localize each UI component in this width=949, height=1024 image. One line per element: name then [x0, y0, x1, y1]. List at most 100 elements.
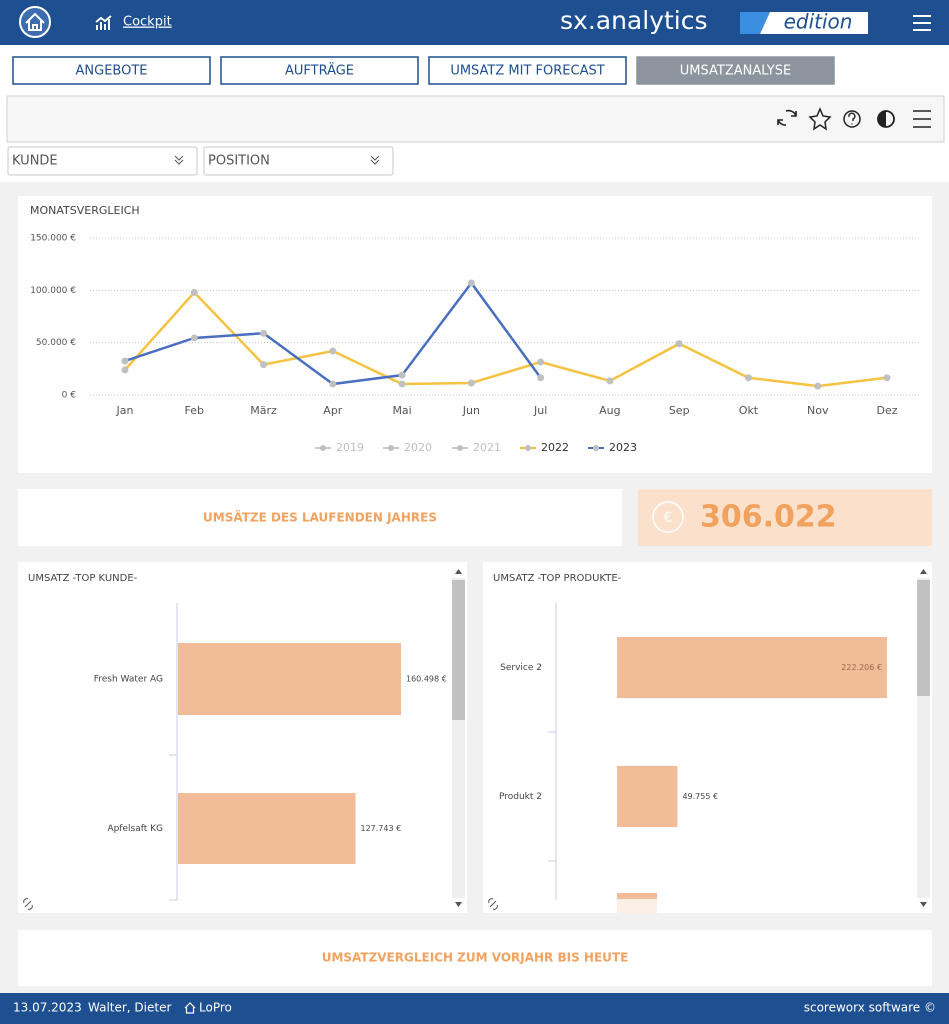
- x-tick-label: Jun: [462, 404, 480, 417]
- data-point: [121, 357, 129, 365]
- toolbar: [6, 95, 945, 143]
- footer-date: 13.07.2023: [13, 1001, 82, 1015]
- link-icon[interactable]: [488, 898, 498, 910]
- category-label: Fresh Water AG: [94, 675, 163, 685]
- data-point: [329, 347, 337, 355]
- data-point: [260, 329, 268, 337]
- contrast-icon: [878, 111, 886, 127]
- tab[interactable]: [12, 56, 211, 85]
- data-point: [675, 340, 683, 348]
- kpi-value-card: [638, 489, 932, 546]
- help-button[interactable]: [843, 110, 861, 128]
- data-point: [329, 380, 337, 388]
- footer-bar: [0, 993, 949, 1024]
- x-tick-label: Mai: [392, 404, 411, 417]
- dropdown-arrow: [174, 155, 184, 165]
- home-button[interactable]: [19, 6, 51, 38]
- x-tick-label: Okt: [739, 404, 759, 417]
- data-point: [190, 334, 198, 342]
- value-label: 222.206 €: [841, 663, 882, 672]
- cockpit-icon: [95, 15, 112, 30]
- value-label: 49.755 €: [682, 792, 718, 801]
- filter-dropdown[interactable]: [203, 146, 394, 176]
- data-point: [467, 279, 475, 287]
- comparison-title: UMSATZVERGLEICH ZUM VORJAHR BIS HEUTE: [322, 951, 629, 965]
- data-point: [537, 374, 545, 382]
- x-tick-label: Dez: [876, 404, 897, 417]
- bar: [178, 643, 401, 715]
- edition-box: [760, 12, 868, 34]
- y-tick-label: 0 €: [62, 391, 77, 401]
- tab-label: ANGEBOTE: [76, 64, 148, 79]
- x-tick-label: Aug: [599, 404, 620, 417]
- data-point: [606, 377, 614, 385]
- brand: sx.analytics: [560, 6, 708, 35]
- legend-marker: [525, 445, 531, 451]
- x-tick-label: Jan: [116, 404, 134, 417]
- filter-dropdown[interactable]: [7, 146, 198, 176]
- tab-label: AUFTRÄGE: [285, 63, 354, 79]
- kpi-label-card: [18, 489, 622, 546]
- legend-label[interactable]: 2023: [609, 441, 637, 454]
- legend-label[interactable]: 2020: [404, 441, 432, 454]
- category-label: Apfelsaft KG: [107, 824, 163, 834]
- kpi-icon-ring: [652, 501, 684, 533]
- location-icon: [184, 1002, 196, 1014]
- dropdown-arrow: [370, 155, 380, 165]
- bar: [617, 637, 887, 698]
- category-label: Produkt 2: [499, 792, 542, 802]
- chart-card: [483, 562, 932, 913]
- legend-marker: [320, 445, 326, 451]
- legend-marker: [593, 445, 599, 451]
- tab[interactable]: [428, 56, 627, 85]
- comparison-card: [18, 930, 932, 986]
- options-button[interactable]: [913, 110, 931, 128]
- favorite-button[interactable]: [808, 107, 832, 131]
- partial-bar: [617, 893, 657, 899]
- x-tick-label: Jul: [533, 404, 547, 417]
- footer-location: LoPro: [199, 1001, 232, 1015]
- menu-button[interactable]: [913, 15, 931, 31]
- y-tick-label: 100.000 €: [30, 286, 76, 296]
- tab-label: UMSATZ MIT FORECAST: [450, 64, 604, 79]
- kpi-icon: €: [664, 510, 673, 526]
- scrollbar-thumb[interactable]: [452, 580, 465, 720]
- chart-title: MONATSVERGLEICH: [30, 204, 140, 217]
- x-tick-label: März: [250, 404, 277, 417]
- tab[interactable]: [220, 56, 419, 85]
- chart-title: UMSATZ -TOP PRODUKTE-: [493, 573, 622, 584]
- footer-user: Walter, Dieter: [88, 1001, 171, 1015]
- edition: edition: [784, 10, 853, 34]
- x-tick-label: Nov: [807, 404, 829, 417]
- bar: [178, 793, 356, 864]
- legend-marker: [388, 445, 394, 451]
- footer-vendor: scoreworx software ©: [804, 1001, 936, 1015]
- home-icon: [25, 12, 45, 31]
- y-tick-label: 150.000 €: [30, 234, 76, 244]
- legend-label[interactable]: 2022: [541, 441, 569, 454]
- data-point: [467, 379, 475, 387]
- bar: [617, 766, 678, 827]
- link-icon[interactable]: [23, 898, 33, 910]
- data-point: [814, 382, 822, 390]
- tab[interactable]: [636, 56, 835, 85]
- partial-bar-fade: [617, 899, 657, 913]
- legend-label[interactable]: 2021: [473, 441, 501, 454]
- chart-card: [18, 196, 932, 473]
- x-tick-label: Sep: [669, 404, 690, 417]
- x-tick-label: Feb: [185, 404, 204, 417]
- scrollbar-thumb[interactable]: [917, 580, 930, 696]
- filter-label: KUNDE: [12, 154, 58, 169]
- value-label: 160.498 €: [406, 675, 447, 684]
- data-point: [537, 358, 545, 366]
- legend-label[interactable]: 2019: [336, 441, 364, 454]
- help-icon: [848, 112, 856, 125]
- refresh-button[interactable]: [777, 109, 797, 126]
- data-point: [883, 374, 891, 382]
- data-point: [260, 361, 268, 369]
- legend-marker: [457, 445, 463, 451]
- nav-link[interactable]: Cockpit: [123, 15, 172, 30]
- chart-title: UMSATZ -TOP KUNDE-: [28, 573, 138, 584]
